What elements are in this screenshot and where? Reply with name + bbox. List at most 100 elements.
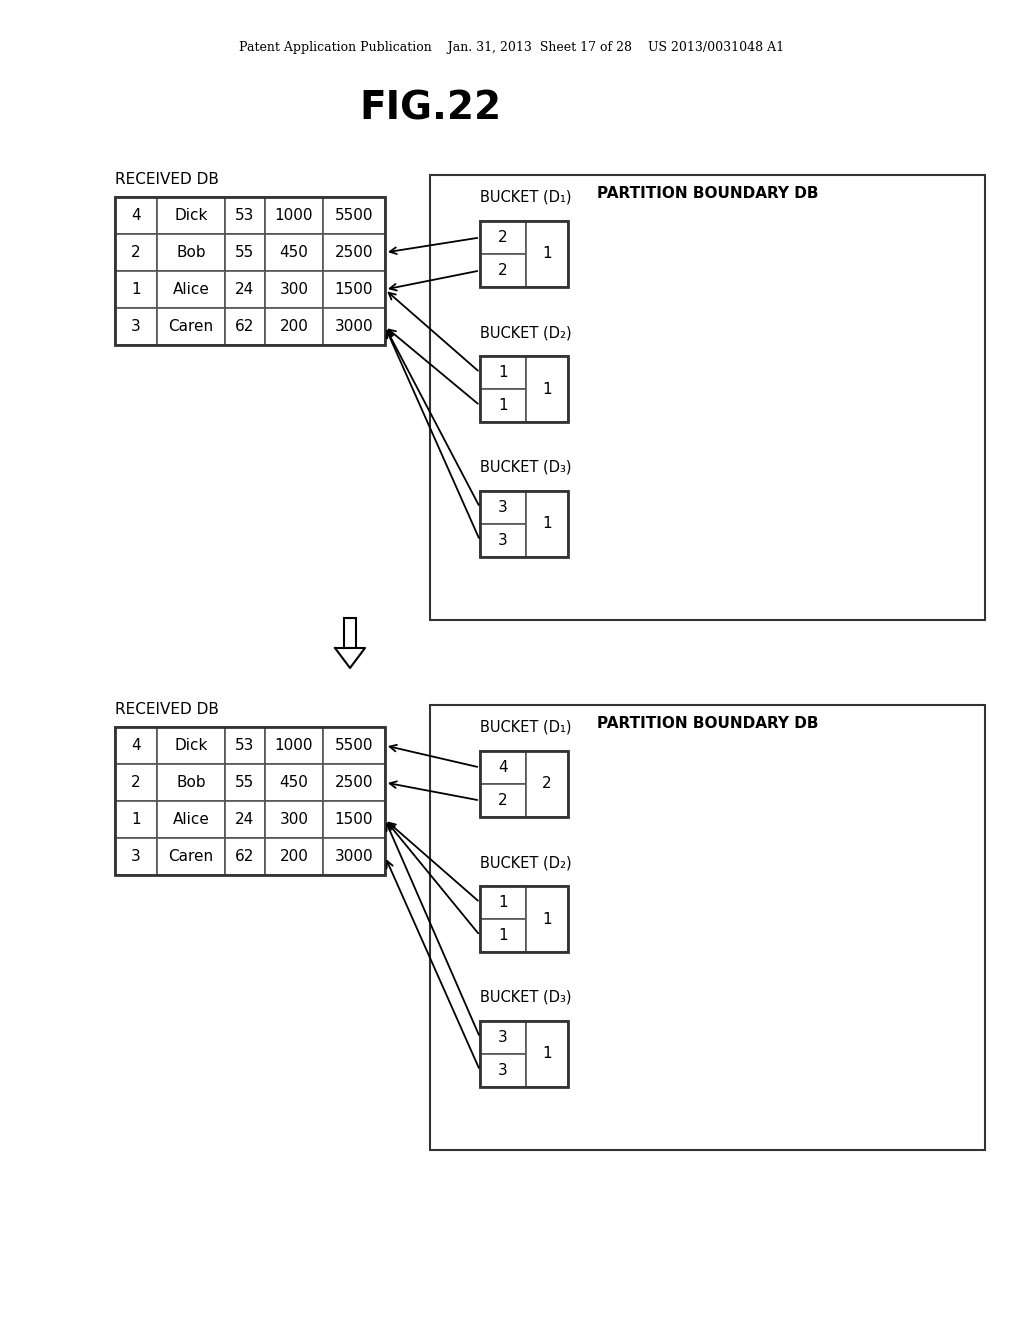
Text: 4: 4 — [131, 738, 141, 752]
Bar — [157, 801, 225, 838]
Bar — [225, 838, 265, 875]
Bar — [265, 308, 323, 345]
Bar — [225, 764, 265, 801]
Bar — [480, 886, 568, 952]
Bar — [480, 1020, 526, 1053]
Bar — [115, 234, 157, 271]
Text: Dick: Dick — [174, 209, 208, 223]
Bar — [265, 764, 323, 801]
Bar — [157, 197, 225, 234]
Text: BUCKET (D₃): BUCKET (D₃) — [480, 459, 571, 475]
Bar — [480, 389, 526, 422]
Text: BUCKET (D₃): BUCKET (D₃) — [480, 990, 571, 1005]
Text: RECEIVED DB: RECEIVED DB — [115, 173, 219, 187]
Text: Caren: Caren — [168, 319, 214, 334]
Bar — [480, 491, 526, 524]
Bar — [157, 308, 225, 345]
Text: 24: 24 — [236, 282, 255, 297]
Text: Bob: Bob — [176, 775, 206, 789]
Text: 1: 1 — [499, 399, 508, 413]
Text: 24: 24 — [236, 812, 255, 828]
Bar — [323, 234, 385, 271]
Bar — [323, 308, 385, 345]
Bar — [115, 727, 157, 764]
Text: 1000: 1000 — [274, 738, 313, 752]
Text: 2: 2 — [131, 246, 141, 260]
Bar — [430, 705, 985, 1150]
Bar — [115, 197, 385, 345]
Text: 1: 1 — [499, 928, 508, 942]
Bar — [265, 838, 323, 875]
Bar — [480, 1053, 526, 1086]
Bar — [526, 356, 568, 422]
Text: 2: 2 — [499, 230, 508, 246]
Bar — [323, 271, 385, 308]
Text: 450: 450 — [280, 775, 308, 789]
Bar — [265, 271, 323, 308]
Text: Patent Application Publication    Jan. 31, 2013  Sheet 17 of 28    US 2013/00310: Patent Application Publication Jan. 31, … — [240, 41, 784, 54]
Text: FIG.22: FIG.22 — [359, 88, 501, 127]
Text: 3: 3 — [498, 1063, 508, 1078]
Text: 1: 1 — [542, 1047, 552, 1061]
Text: 3000: 3000 — [335, 849, 374, 865]
Bar — [480, 751, 568, 817]
Text: 3000: 3000 — [335, 319, 374, 334]
Text: 2: 2 — [542, 776, 552, 792]
Text: BUCKET (D₁): BUCKET (D₁) — [480, 190, 571, 205]
Text: 2: 2 — [499, 793, 508, 808]
Text: Alice: Alice — [173, 282, 210, 297]
Bar — [225, 234, 265, 271]
Text: 62: 62 — [236, 849, 255, 865]
Text: 200: 200 — [280, 319, 308, 334]
Bar — [115, 308, 157, 345]
Bar — [480, 491, 568, 557]
Polygon shape — [335, 648, 365, 668]
Bar — [157, 838, 225, 875]
Bar — [480, 1020, 568, 1086]
Bar — [225, 197, 265, 234]
Text: 300: 300 — [280, 282, 308, 297]
Bar — [480, 784, 526, 817]
Bar — [526, 491, 568, 557]
Bar — [480, 524, 526, 557]
Bar — [265, 197, 323, 234]
Text: 3: 3 — [131, 319, 141, 334]
Text: BUCKET (D₁): BUCKET (D₁) — [480, 719, 571, 735]
Bar — [526, 1020, 568, 1086]
Text: BUCKET (D₂): BUCKET (D₂) — [480, 325, 571, 341]
Text: 3: 3 — [498, 533, 508, 548]
Bar — [265, 801, 323, 838]
Bar — [225, 727, 265, 764]
Bar — [115, 271, 157, 308]
Text: 1: 1 — [131, 282, 141, 297]
Text: 1: 1 — [542, 381, 552, 396]
Text: 1: 1 — [499, 366, 508, 380]
Text: 1500: 1500 — [335, 812, 374, 828]
Bar — [344, 618, 356, 648]
Text: 62: 62 — [236, 319, 255, 334]
Bar — [323, 838, 385, 875]
Text: 200: 200 — [280, 849, 308, 865]
Text: 3: 3 — [498, 500, 508, 515]
Text: 1: 1 — [131, 812, 141, 828]
Text: 1: 1 — [542, 247, 552, 261]
Text: 1: 1 — [499, 895, 508, 909]
Text: Caren: Caren — [168, 849, 214, 865]
Text: 55: 55 — [236, 246, 255, 260]
Bar — [480, 220, 526, 253]
Bar — [225, 271, 265, 308]
Text: 55: 55 — [236, 775, 255, 789]
Text: 3: 3 — [498, 1030, 508, 1045]
Text: Alice: Alice — [173, 812, 210, 828]
Text: RECEIVED DB: RECEIVED DB — [115, 702, 219, 718]
Bar — [157, 271, 225, 308]
Text: 1: 1 — [542, 912, 552, 927]
Bar — [480, 751, 526, 784]
Bar — [157, 764, 225, 801]
Bar — [480, 356, 526, 389]
Bar — [323, 764, 385, 801]
Text: 4: 4 — [499, 760, 508, 775]
Bar — [526, 751, 568, 817]
Bar — [526, 220, 568, 286]
Bar — [480, 253, 526, 286]
